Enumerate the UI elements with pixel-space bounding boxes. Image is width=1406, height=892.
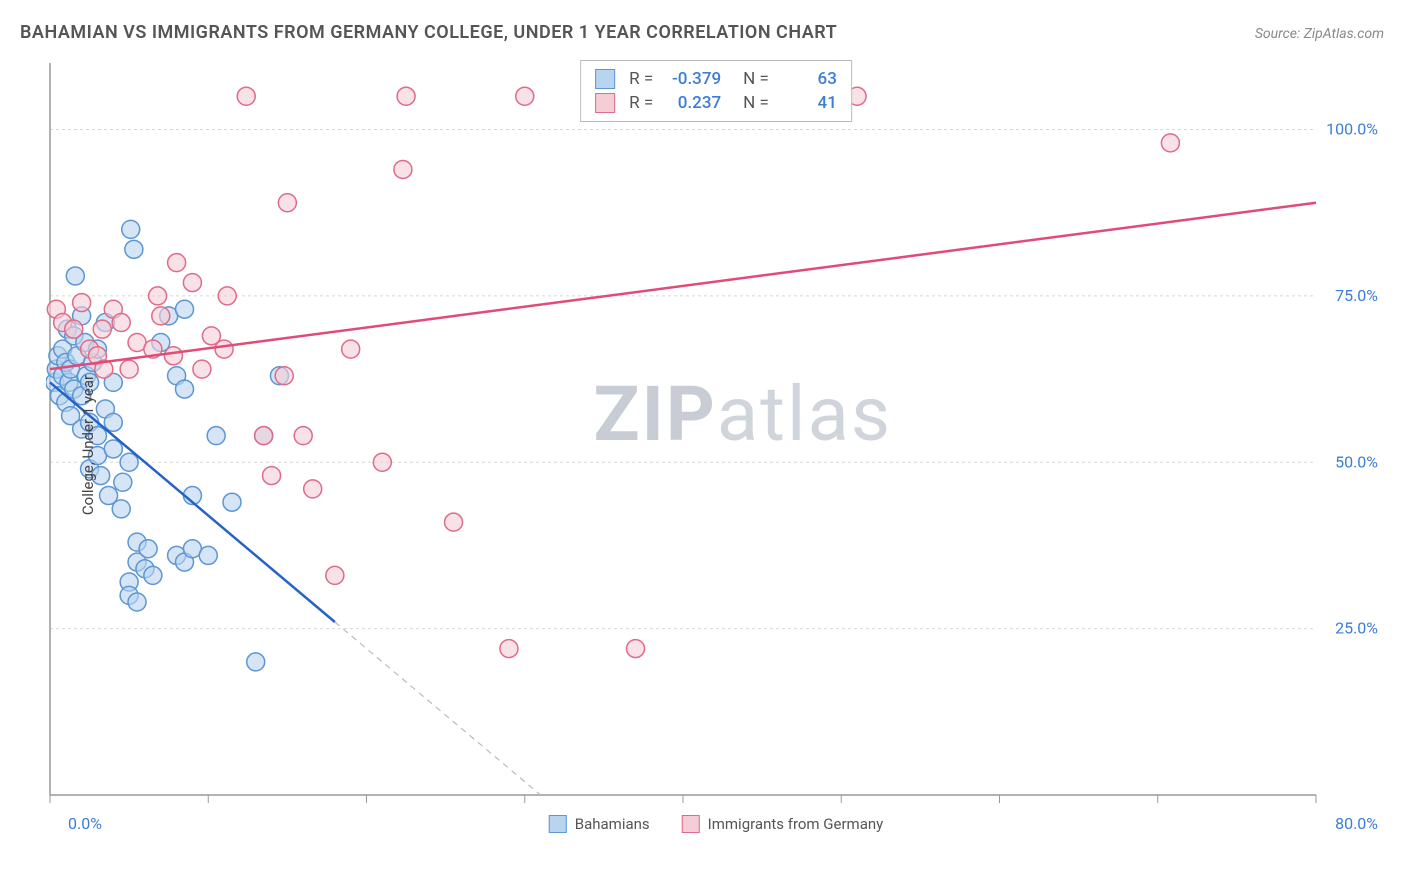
stats-r-label: R = [625,93,653,113]
legend-label-0: Bahamians [575,815,650,833]
stats-r-value-1: 0.237 [663,93,721,113]
stats-swatch-germany [595,93,615,113]
y-axis-label: College, Under 1 year [79,375,97,515]
stats-box: R = -0.379 N = 63 R = 0.237 N = 41 [580,60,852,122]
legend-label-1: Immigrants from Germany [708,815,884,833]
legend-item-germany: Immigrants from Germany [682,815,884,833]
stats-r-label: R = [625,69,653,89]
stats-row-1: R = 0.237 N = 41 [595,91,837,115]
stats-n-label: N = [731,93,769,113]
svg-text:0.0%: 0.0% [68,814,102,833]
legend-swatch-germany [682,815,700,833]
stats-n-value-1: 41 [779,93,837,113]
stats-swatch-bahamians [595,69,615,89]
svg-text:75.0%: 75.0% [1335,286,1378,305]
stats-r-value-0: -0.379 [663,69,721,89]
svg-text:25.0%: 25.0% [1335,619,1378,638]
svg-text:50.0%: 50.0% [1335,452,1378,471]
legend-swatch-bahamians [549,815,567,833]
scatter-chart: 25.0% 50.0% 75.0% 100.0% 0.0% 80.0% [46,55,1386,835]
legend: Bahamians Immigrants from Germany [549,815,884,833]
legend-item-bahamians: Bahamians [549,815,650,833]
svg-text:80.0%: 80.0% [1335,814,1378,833]
source-attribution: Source: ZipAtlas.com [1255,26,1384,42]
chart-container: 25.0% 50.0% 75.0% 100.0% 0.0% 80.0% College, … [46,55,1386,835]
stats-n-value-0: 63 [779,69,837,89]
svg-text:100.0%: 100.0% [1326,120,1378,139]
stats-row-0: R = -0.379 N = 63 [595,67,837,91]
stats-n-label: N = [731,69,769,89]
chart-title: BAHAMIAN VS IMMIGRANTS FROM GERMANY COLL… [20,22,837,43]
